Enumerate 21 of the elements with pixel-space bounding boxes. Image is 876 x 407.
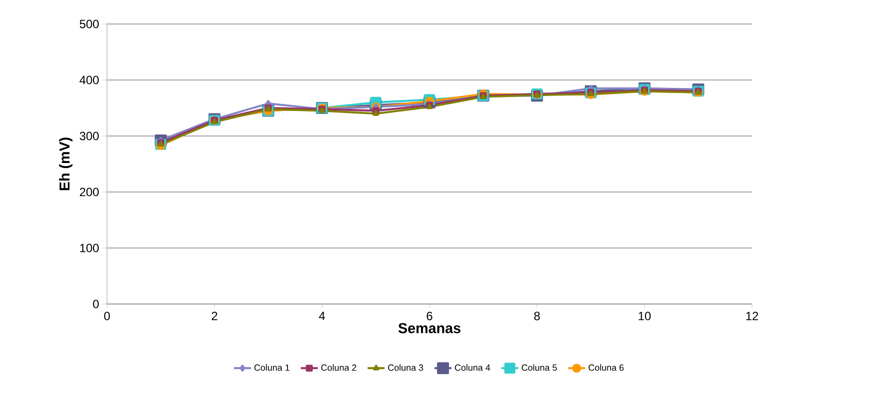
y-tick-label: 0 [93,300,99,308]
x-tick-label: 10 [638,312,651,320]
y-tick-label: 500 [80,20,99,28]
x-axis-title: Semanas [398,323,460,334]
legend-label: Coluna 3 [388,364,424,371]
legend-label: Coluna 5 [522,364,557,371]
y-tick-label: 200 [80,188,99,196]
y-tick-label: 100 [80,244,99,252]
x-tick-label: 4 [318,312,325,320]
legend-label: Coluna 6 [588,364,624,371]
x-tick-label: 12 [746,312,758,320]
x-tick-label: 0 [104,312,110,320]
legend-label: Coluna 4 [454,364,490,371]
y-tick-label: 400 [80,76,99,84]
x-tick-label: 8 [534,312,540,320]
x-tick-label: 6 [426,312,432,320]
legend-label: Coluna 1 [254,364,290,371]
x-tick-label: 2 [212,312,218,320]
y-tick-label: 300 [80,132,99,140]
y-axis-title: Eh (mV) [59,138,72,190]
legend-label: Coluna 2 [321,364,356,371]
